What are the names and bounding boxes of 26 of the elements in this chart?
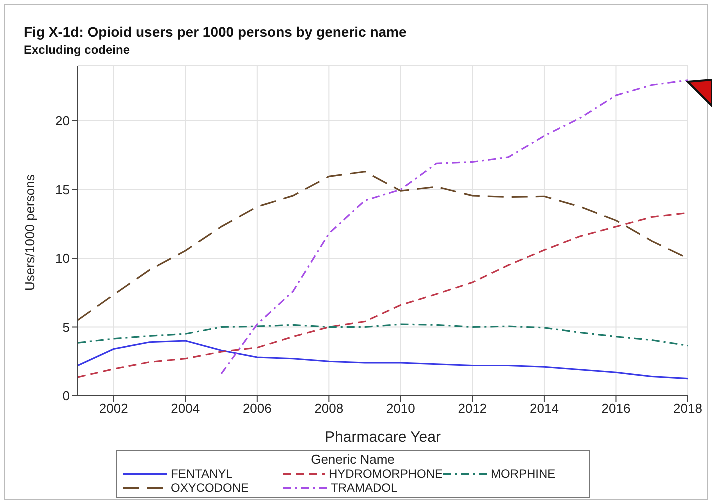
x-tick-label: 2014 — [530, 401, 559, 416]
y-tick-label: 0 — [62, 388, 70, 404]
legend-label: HYDROMORPHONE — [328, 467, 443, 481]
x-tick-label: 2008 — [314, 401, 344, 416]
legend-label: MORPHINE — [491, 467, 556, 481]
x-tick-label: 2016 — [602, 401, 631, 416]
chart-title: Fig X-1d: Opioid users per 1000 persons by generic name — [24, 24, 407, 40]
x-axis-title: Pharmacare Year — [325, 429, 441, 446]
line-series — [78, 324, 688, 347]
line-series — [78, 340, 688, 380]
x-tick-label: 2002 — [99, 401, 128, 416]
y-tick-label: 20 — [56, 114, 70, 129]
y-axis-title: Users/1000 persons — [22, 174, 38, 291]
x-tick-label: 2012 — [458, 401, 488, 416]
x-tick-label: 2010 — [386, 401, 416, 416]
legend-title: Generic Name — [310, 452, 396, 467]
legend-label: OXYCODONE — [171, 481, 250, 495]
x-tick-label: 2004 — [171, 401, 200, 416]
y-tick-label: 5 — [62, 320, 70, 335]
y-tick-label: 15 — [56, 182, 70, 198]
y-tick-label: 10 — [56, 251, 70, 266]
legend-label: FENTANYL — [171, 467, 233, 481]
x-tick-label: 2006 — [242, 401, 272, 416]
legend-label: TRAMADOL — [331, 481, 398, 495]
chart-subtitle: Excluding codeine — [24, 43, 130, 57]
x-tick-label: 2018 — [674, 401, 702, 416]
